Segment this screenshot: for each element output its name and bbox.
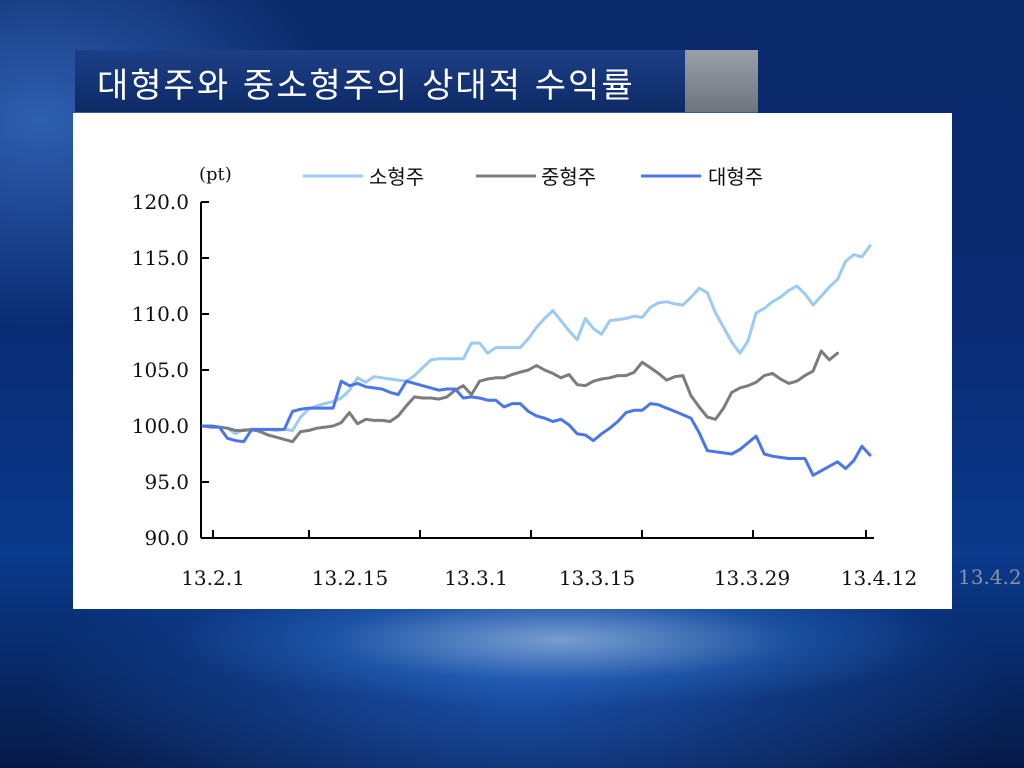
series-line-3: [201, 379, 872, 477]
x-tick-label: 13.2.1: [181, 566, 245, 590]
y-tick-label: 110.0: [132, 302, 189, 326]
chart-panel: 120.0 115.0 110.0 105.0 100.0 95.0 90.0 13.2.1 1…: [73, 113, 952, 609]
legend-label-1: 소형주: [369, 165, 424, 189]
y-tick-label: 95.0: [144, 470, 189, 494]
x-tick-label: 13.3.29: [714, 566, 790, 590]
y-tick-label: 90.0: [144, 526, 189, 550]
slide-title-bar: 대형주와 중소형주의 상대적 수익률: [75, 50, 758, 113]
x-tick-label: 13.4.12: [841, 566, 917, 590]
x-tick-label: 13.2.15: [312, 566, 388, 590]
legend-label-2: 중형주: [541, 165, 596, 189]
legend-label-3: 대형주: [708, 165, 763, 189]
slide-title: 대형주와 중소형주의 상대적 수익률: [97, 66, 635, 106]
y-tick-label: 115.0: [132, 246, 189, 270]
x-tick-label: 13.3.1: [444, 566, 508, 590]
line-chart: 120.0 115.0 110.0 105.0 100.0 95.0 90.0 13.2.1 1…: [132, 164, 917, 590]
y-unit-label: (pt): [199, 164, 232, 185]
x-tick-label: 13.3.15: [559, 566, 635, 590]
title-bar-accent: [685, 50, 758, 112]
y-tick-label: 100.0: [132, 414, 189, 438]
series-line-2: [201, 349, 839, 444]
y-tick-label: 105.0: [132, 358, 189, 382]
overflow-x-tick-label: 13.4.2: [958, 565, 1022, 589]
y-tick-label: 120.0: [132, 190, 189, 214]
series-line-1: [201, 244, 872, 436]
